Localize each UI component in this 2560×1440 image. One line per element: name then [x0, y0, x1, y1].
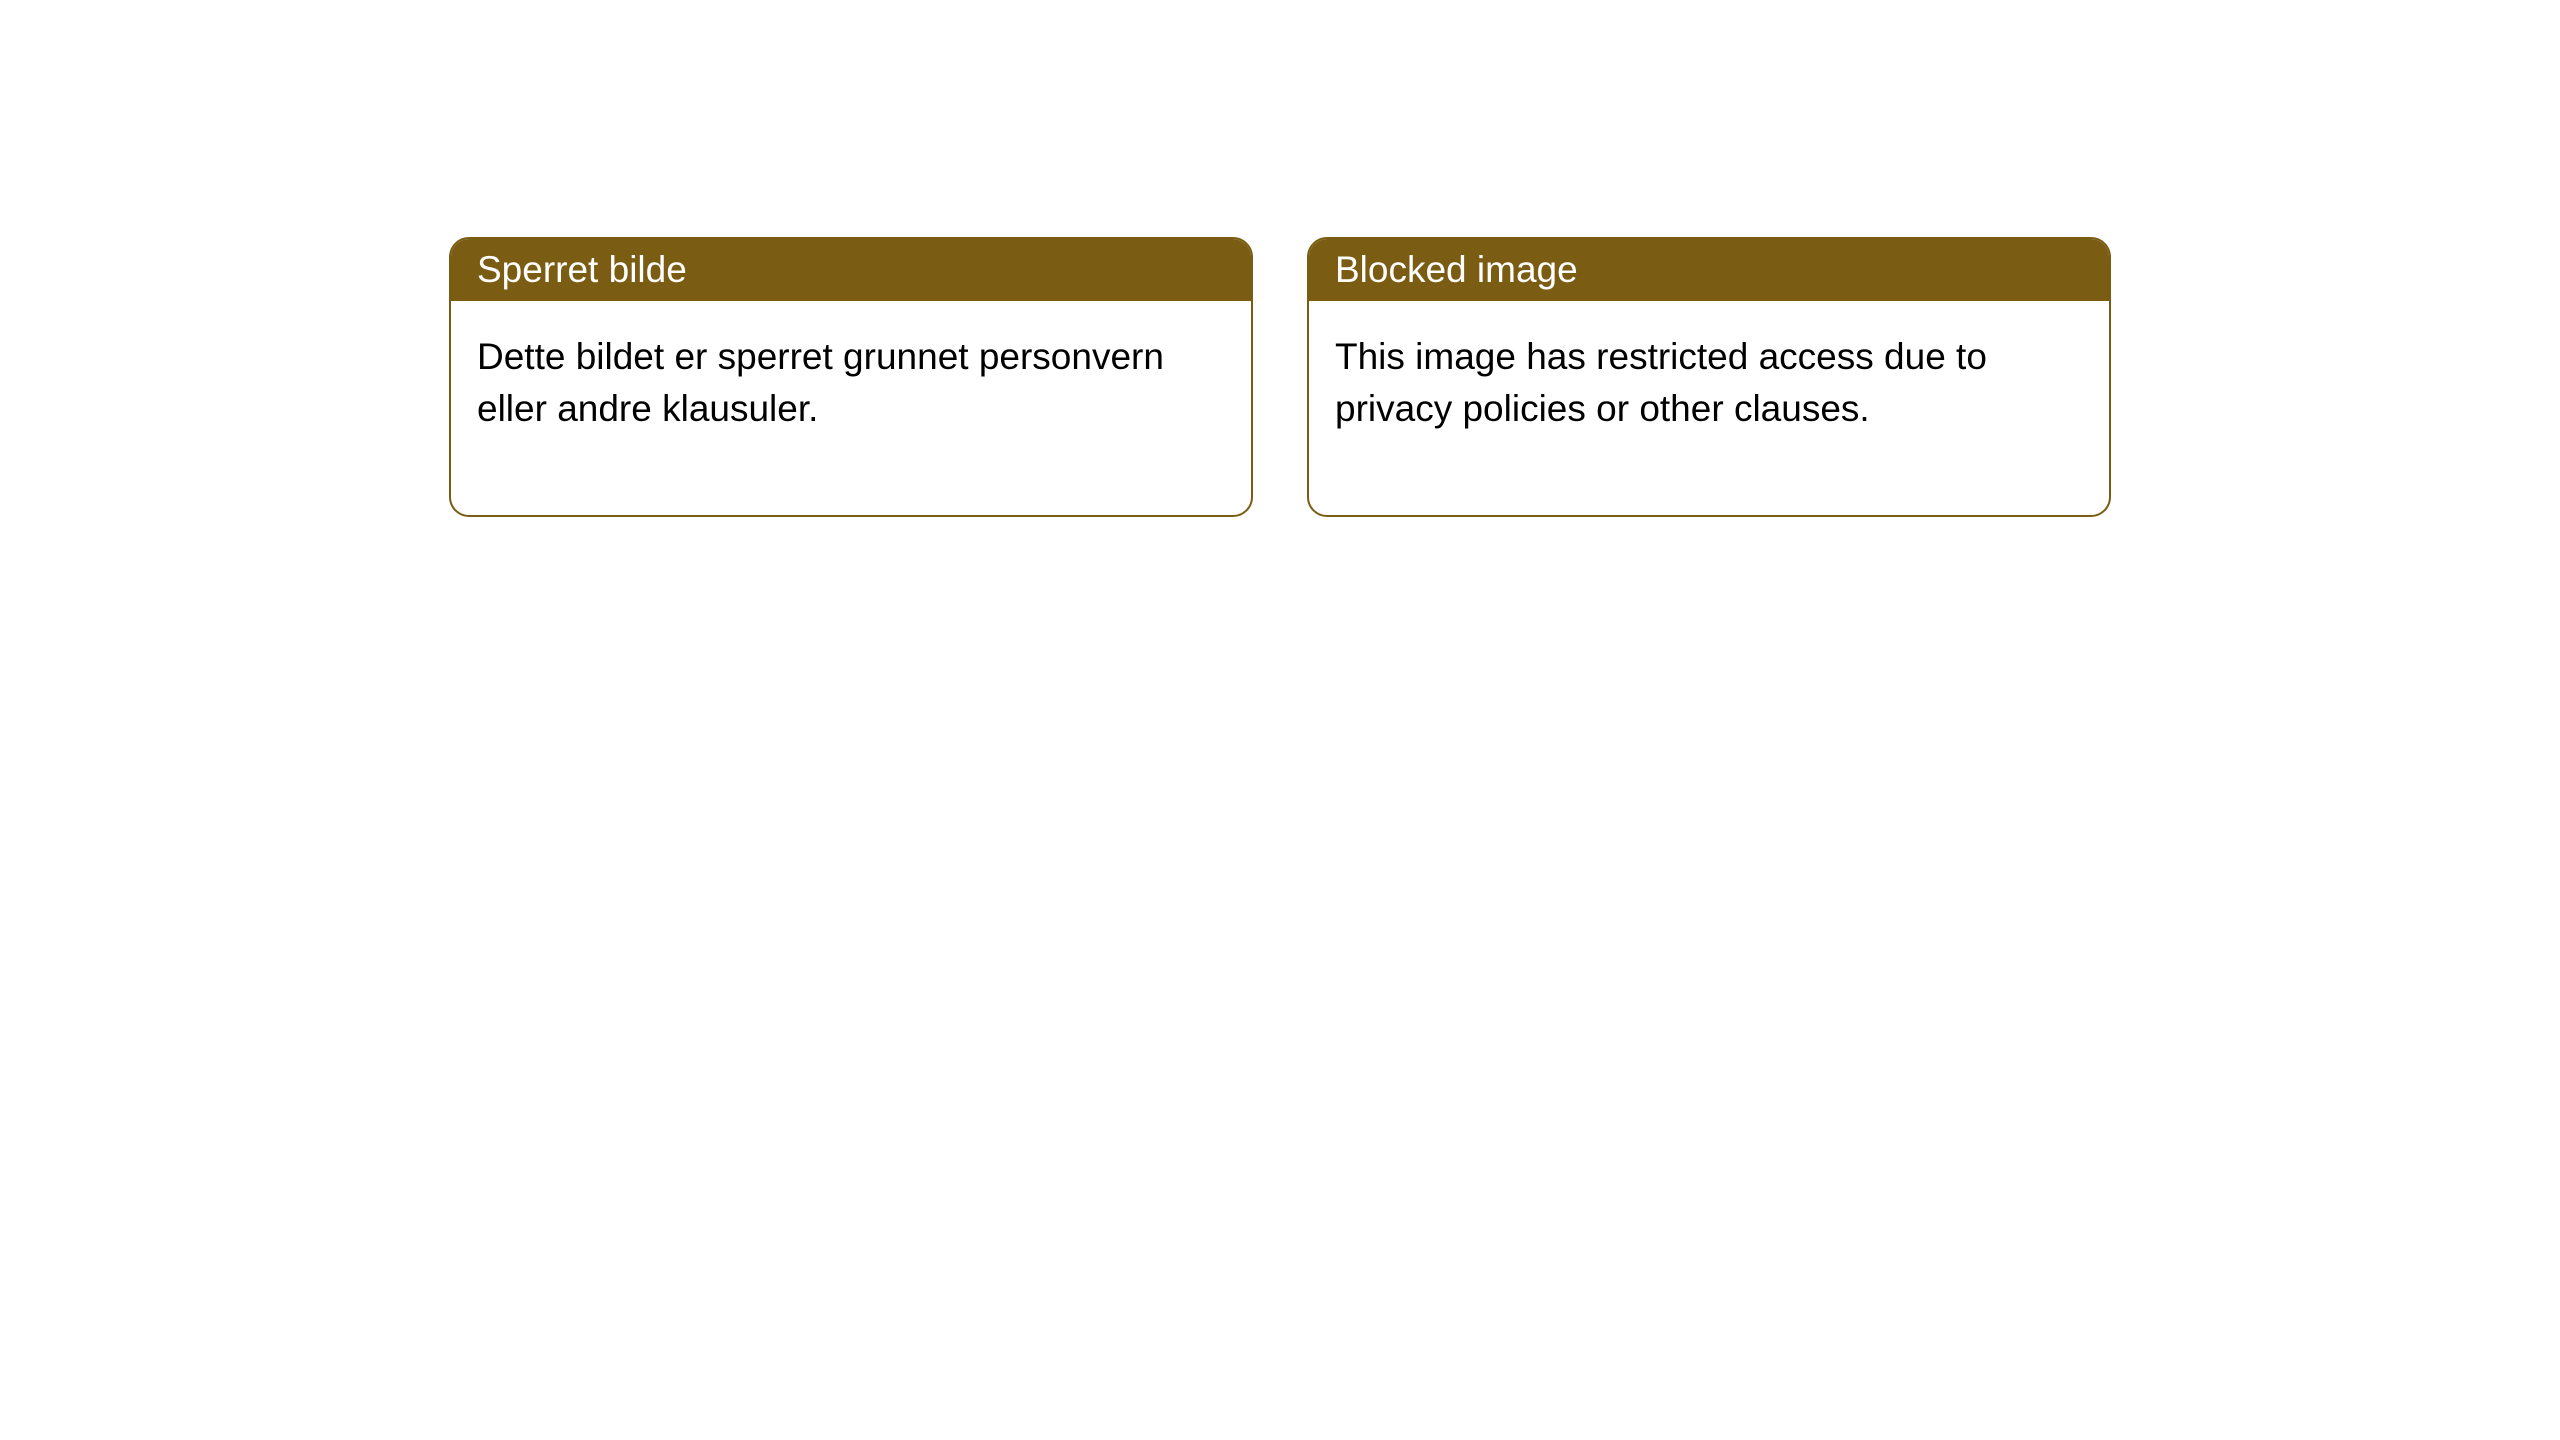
notice-body: Dette bildet er sperret grunnet personve… [451, 301, 1251, 515]
notice-title: Sperret bilde [451, 239, 1251, 301]
notice-card-norwegian: Sperret bilde Dette bildet er sperret gr… [449, 237, 1253, 517]
notice-title: Blocked image [1309, 239, 2109, 301]
notice-card-english: Blocked image This image has restricted … [1307, 237, 2111, 517]
notice-container: Sperret bilde Dette bildet er sperret gr… [0, 0, 2560, 517]
notice-body: This image has restricted access due to … [1309, 301, 2109, 515]
